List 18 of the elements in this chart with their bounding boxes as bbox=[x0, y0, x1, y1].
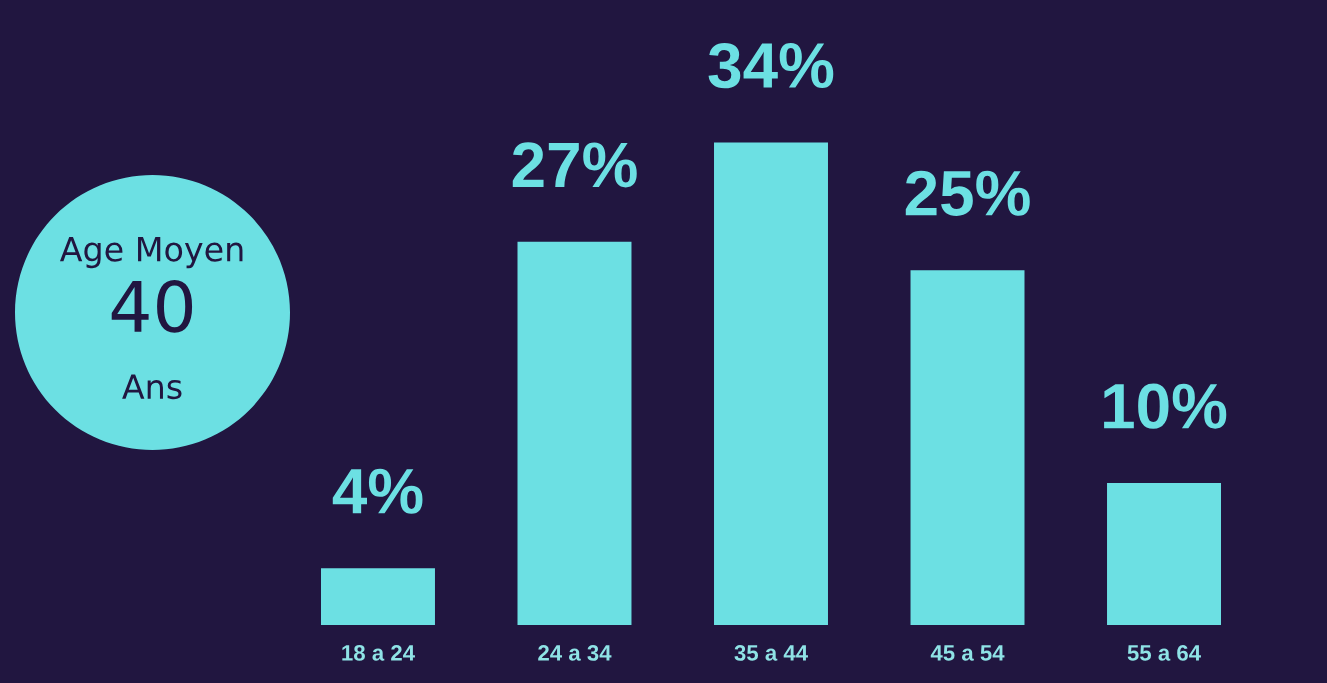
x-tick-label: 24 a 34 bbox=[538, 645, 612, 661]
text: Age Moyen bbox=[59, 236, 243, 269]
bar bbox=[517, 241, 632, 625]
bar bbox=[910, 270, 1025, 625]
x-tick-label: 45 a 54 bbox=[930, 645, 1005, 661]
data-label: 27% bbox=[512, 142, 637, 188]
data-label: 34% bbox=[708, 42, 834, 89]
data-label: 10% bbox=[1104, 383, 1227, 429]
data-label: 4% bbox=[332, 468, 423, 514]
x-tick-label: 55 a 64 bbox=[1127, 645, 1201, 661]
text: Ans bbox=[122, 374, 182, 400]
bar bbox=[714, 142, 828, 625]
bar bbox=[1107, 483, 1221, 625]
data-label: 25% bbox=[905, 170, 1030, 216]
text: 40 bbox=[111, 280, 193, 333]
bar bbox=[321, 568, 435, 625]
x-tick-label: 35 a 44 bbox=[734, 645, 808, 661]
x-tick-label: 18 a 24 bbox=[342, 645, 415, 661]
